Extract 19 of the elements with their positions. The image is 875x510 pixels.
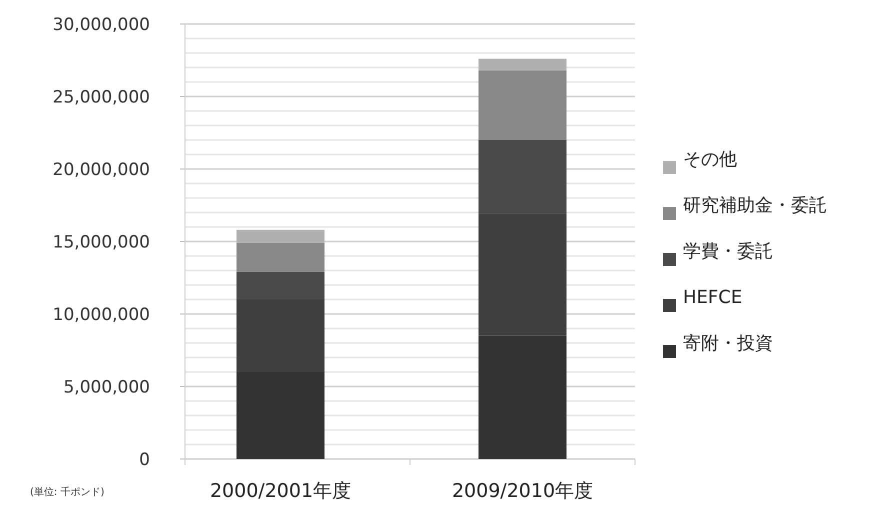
legend-label: 学費・委託 <box>683 241 773 262</box>
legend-label: 研究補助金・委託 <box>683 195 827 216</box>
bar <box>478 70 566 140</box>
x-tick-label: 2000/2001年度 <box>210 480 352 502</box>
x-tick-label: 2009/2010年度 <box>452 480 594 502</box>
legend-label: HEFCE <box>683 287 742 308</box>
text: (単位: 千ポンド) <box>30 486 104 498</box>
y-tick-label: 25,000,000 <box>52 88 150 108</box>
bar <box>236 230 324 243</box>
y-tick-label: 10,000,000 <box>52 305 150 325</box>
y-tick-label: 5,000,000 <box>63 378 150 398</box>
bar <box>478 58 566 70</box>
y-tick-label: 15,000,000 <box>52 232 150 252</box>
y-tick-label: 0 <box>139 450 150 470</box>
bar <box>236 242 324 272</box>
y-tick-label: 20,000,000 <box>52 160 150 180</box>
y-tick-label: 30,000,000 <box>52 15 150 35</box>
legend-label: 寄附・投資 <box>683 333 773 354</box>
legend-label: その他 <box>683 149 737 170</box>
